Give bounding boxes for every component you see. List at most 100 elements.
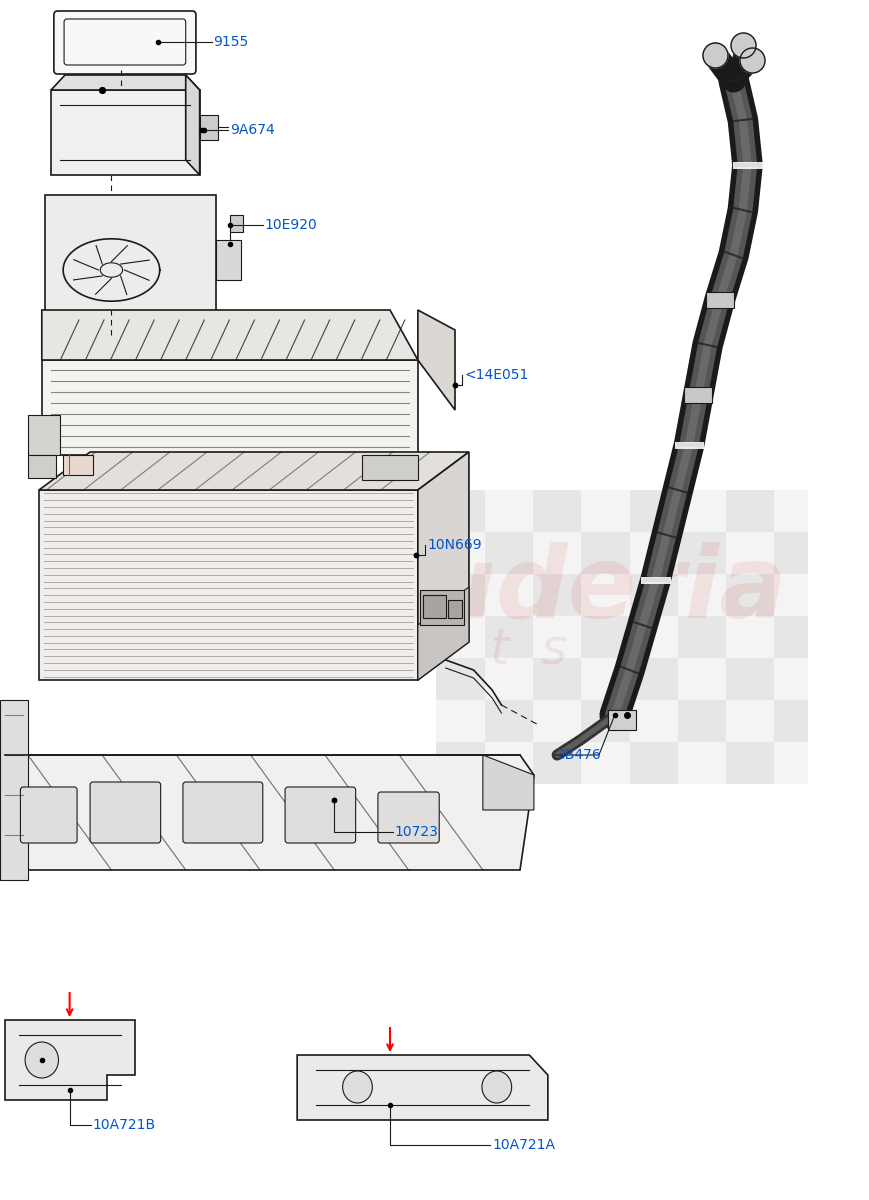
Polygon shape: [607, 710, 635, 730]
Text: 9155: 9155: [213, 35, 249, 49]
Bar: [629, 574, 677, 616]
Polygon shape: [0, 700, 28, 880]
Bar: [484, 700, 533, 742]
Polygon shape: [51, 74, 199, 90]
FancyBboxPatch shape: [20, 787, 77, 842]
Bar: [436, 532, 484, 574]
Bar: [484, 742, 533, 784]
Bar: [773, 700, 822, 742]
Bar: [484, 574, 533, 616]
Bar: [677, 658, 726, 700]
FancyBboxPatch shape: [90, 782, 161, 842]
Polygon shape: [684, 386, 712, 403]
Bar: [533, 574, 580, 616]
Bar: [436, 700, 484, 742]
Bar: [484, 616, 533, 658]
Bar: [726, 742, 773, 784]
Polygon shape: [419, 590, 464, 625]
FancyBboxPatch shape: [377, 792, 439, 842]
Bar: [726, 658, 773, 700]
Polygon shape: [447, 600, 462, 618]
Bar: [677, 490, 726, 532]
FancyBboxPatch shape: [285, 787, 355, 842]
Text: 10A721A: 10A721A: [492, 1138, 554, 1152]
Bar: [533, 616, 580, 658]
Text: <14E051: <14E051: [464, 368, 528, 382]
Text: 3B476: 3B476: [556, 748, 601, 762]
Bar: [580, 490, 629, 532]
Bar: [580, 700, 629, 742]
Bar: [580, 616, 629, 658]
Bar: [436, 574, 484, 616]
Polygon shape: [28, 415, 60, 455]
Polygon shape: [417, 310, 454, 410]
Bar: [677, 700, 726, 742]
Circle shape: [342, 1070, 372, 1103]
Bar: [726, 490, 773, 532]
Bar: [629, 700, 677, 742]
Text: 10N669: 10N669: [427, 538, 481, 552]
Bar: [629, 532, 677, 574]
Bar: [436, 616, 484, 658]
Circle shape: [25, 1042, 58, 1078]
Polygon shape: [705, 292, 733, 308]
Polygon shape: [39, 490, 417, 680]
Text: 10E920: 10E920: [264, 218, 317, 232]
Bar: [677, 742, 726, 784]
Polygon shape: [44, 194, 216, 335]
Bar: [629, 742, 677, 784]
Bar: [677, 574, 726, 616]
Bar: [533, 700, 580, 742]
Text: c  a  r  t  s: c a r t s: [315, 626, 567, 674]
Circle shape: [481, 1070, 511, 1103]
Bar: [629, 490, 677, 532]
Bar: [580, 658, 629, 700]
Bar: [773, 658, 822, 700]
Polygon shape: [42, 360, 417, 455]
Bar: [580, 532, 629, 574]
Polygon shape: [39, 452, 468, 490]
Bar: [484, 532, 533, 574]
Bar: [773, 532, 822, 574]
Bar: [726, 532, 773, 574]
Bar: [533, 658, 580, 700]
Bar: [436, 658, 484, 700]
Polygon shape: [4, 755, 534, 870]
Polygon shape: [51, 90, 199, 175]
Polygon shape: [482, 755, 534, 810]
Bar: [677, 616, 726, 658]
Bar: [533, 490, 580, 532]
Bar: [726, 616, 773, 658]
Bar: [580, 742, 629, 784]
Polygon shape: [297, 1055, 547, 1120]
Text: 9A674: 9A674: [230, 122, 275, 137]
Bar: [726, 700, 773, 742]
Bar: [773, 490, 822, 532]
Polygon shape: [422, 595, 445, 618]
Polygon shape: [4, 1020, 135, 1100]
Polygon shape: [199, 115, 218, 140]
Polygon shape: [185, 74, 199, 175]
Polygon shape: [362, 455, 417, 480]
Polygon shape: [417, 587, 468, 680]
Bar: [773, 574, 822, 616]
Text: 10A721B: 10A721B: [93, 1118, 156, 1132]
Bar: [484, 658, 533, 700]
Polygon shape: [28, 455, 56, 478]
FancyBboxPatch shape: [182, 782, 262, 842]
Text: scuderia: scuderia: [306, 541, 786, 638]
Bar: [773, 616, 822, 658]
Text: 10723: 10723: [395, 826, 438, 839]
Bar: [629, 616, 677, 658]
Bar: [436, 742, 484, 784]
Bar: [533, 742, 580, 784]
Bar: [436, 490, 484, 532]
Polygon shape: [230, 215, 243, 232]
Bar: [533, 532, 580, 574]
Polygon shape: [42, 310, 417, 360]
Polygon shape: [216, 240, 242, 280]
Bar: [629, 658, 677, 700]
Bar: [580, 574, 629, 616]
Bar: [677, 532, 726, 574]
Polygon shape: [417, 452, 468, 680]
